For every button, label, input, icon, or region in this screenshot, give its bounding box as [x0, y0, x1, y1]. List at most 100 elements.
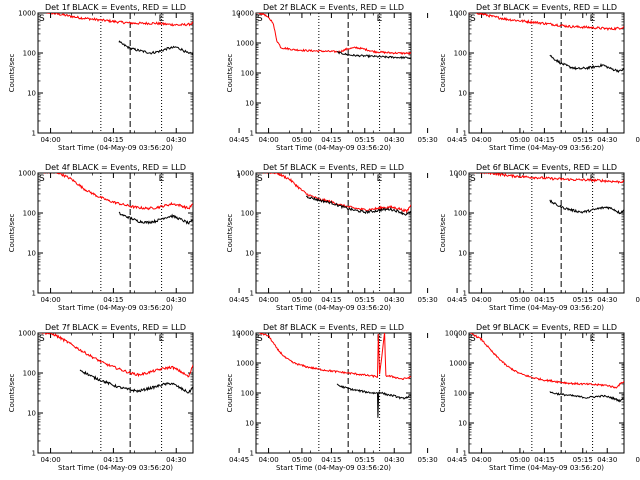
y-tick-label: 1000 [449, 360, 467, 368]
plot-frame [255, 172, 412, 294]
y-tick-label: 1 [32, 290, 36, 298]
y-tick-label: 100 [454, 50, 467, 58]
y-tick-label: 100 [23, 210, 36, 218]
lld-series-line [42, 13, 193, 27]
y-tick-label: 1 [250, 450, 254, 458]
chart-title: Det 7f BLACK = Events, RED = LLD [45, 323, 186, 332]
x-tick-label: 04:15 [321, 296, 341, 304]
plot-frame [468, 172, 625, 294]
x-tick-label: 05:15 [355, 136, 375, 144]
y-axis-label: Counts/sec [439, 214, 447, 253]
x-tick-label: 05:15 [573, 296, 593, 304]
events-series-line [79, 369, 193, 394]
lld-series-line [258, 173, 411, 214]
x-tick-label: 04:15 [534, 456, 554, 464]
y-axis-label: Counts/sec [8, 214, 16, 253]
x-tick-label: 04:30 [384, 296, 404, 304]
lld-series-line [472, 173, 624, 184]
start-marker-label: S [39, 14, 45, 24]
start-marker-label: S [257, 334, 263, 344]
y-tick-label: 1000 [236, 170, 254, 178]
y-axis-label: Counts/sec [8, 374, 16, 413]
x-tick-label: 04:15 [103, 136, 123, 144]
y-tick-label: 1 [32, 130, 36, 138]
chart-panel-6: 1 10 100 1000 04:00 04:15 04:30 04:45 05:00 05:15… [439, 163, 625, 312]
chart-panel-8: 1 10 100 1000 10000 04:00 04:15 04:30 04:45 05:00… [226, 323, 640, 472]
x-tick-label: 05:30 [418, 136, 438, 144]
x-tick-label: 05:00 [510, 296, 530, 304]
x-tick-label: 05:30 [636, 296, 640, 304]
y-axis-label: Counts/sec [8, 54, 16, 93]
y-tick-label: 100 [454, 390, 467, 398]
y-tick-label: 10 [458, 90, 467, 98]
x-tick-label: 04:30 [597, 136, 617, 144]
chart-title: Det 5f BLACK = Events, RED = LLD [263, 163, 404, 172]
x-tick-label: 04:45 [229, 136, 249, 144]
y-tick-label: 10000 [232, 330, 254, 338]
y-tick-label: 1 [463, 130, 467, 138]
plot-frame [37, 12, 194, 134]
y-axis-label: Counts/sec [226, 374, 234, 413]
x-tick-label: 04:00 [471, 456, 491, 464]
start-marker-label: S [470, 174, 476, 184]
y-tick-label: 1000 [449, 170, 467, 178]
x-tick-label: 04:30 [166, 296, 186, 304]
y-tick-label: 10000 [232, 10, 254, 18]
chart-panel-5: 1 10 100 1000 04:00 04:15 04:30 04:45 05:00 05:15… [226, 163, 640, 312]
y-tick-label: 100 [23, 370, 36, 378]
y-tick-label: 10000 [445, 330, 467, 338]
x-axis-label: Start Time (04-May-09 03:56:20) [489, 304, 604, 312]
chart-title: Det 6f BLACK = Events, RED = LLD [476, 163, 617, 172]
x-tick-label: 05:30 [418, 456, 438, 464]
start-marker-label: S [470, 334, 476, 344]
x-tick-label: 05:00 [292, 296, 312, 304]
x-tick-label: 04:30 [384, 136, 404, 144]
x-axis-label: Start Time (04-May-09 03:56:20) [276, 464, 391, 472]
lld-series-line [39, 333, 193, 378]
y-tick-label: 100 [241, 210, 254, 218]
x-tick-label: 04:30 [597, 456, 617, 464]
y-tick-label: 10 [245, 100, 254, 108]
start-marker-label: S [257, 14, 263, 24]
x-tick-label: 04:00 [471, 136, 491, 144]
lld-series-line [470, 333, 624, 389]
x-tick-label: 04:30 [166, 136, 186, 144]
chart-panel-9: 1 10 100 1000 10000 04:00 04:15 04:30 04:45 05:00… [439, 323, 625, 472]
chart-title: Det 9f BLACK = Events, RED = LLD [476, 323, 617, 332]
y-tick-label: 1 [250, 130, 254, 138]
x-tick-label: 04:45 [229, 296, 249, 304]
x-tick-label: 04:00 [258, 296, 278, 304]
y-tick-label: 10 [458, 420, 467, 428]
y-tick-label: 1 [463, 290, 467, 298]
x-axis-label: Start Time (04-May-09 03:56:20) [58, 464, 173, 472]
y-tick-label: 100 [241, 390, 254, 398]
x-tick-label: 04:45 [447, 296, 467, 304]
chart-panel-2: 1 10 100 1000 10000 04:00 04:15 04:30 04:45 05:00… [226, 3, 640, 152]
x-tick-label: 04:00 [40, 136, 60, 144]
start-marker-label: S [39, 174, 45, 184]
y-tick-label: 1 [250, 290, 254, 298]
y-axis-label: Counts/sec [226, 214, 234, 253]
y-axis-label: Counts/sec [226, 54, 234, 93]
x-tick-label: 05:15 [355, 296, 375, 304]
y-tick-label: 10 [245, 250, 254, 258]
x-tick-label: 05:15 [355, 456, 375, 464]
x-tick-label: 04:15 [321, 136, 341, 144]
y-tick-label: 10 [245, 420, 254, 428]
chart-title: Det 2f BLACK = Events, RED = LLD [263, 3, 404, 12]
x-tick-label: 05:00 [510, 456, 530, 464]
x-tick-label: 04:00 [258, 136, 278, 144]
events-series-line [549, 391, 624, 403]
x-tick-label: 04:15 [103, 296, 123, 304]
y-tick-label: 100 [23, 50, 36, 58]
x-tick-label: 04:30 [597, 296, 617, 304]
x-tick-label: 05:30 [636, 136, 640, 144]
lld-series-line [43, 173, 193, 211]
x-axis-label: Start Time (04-May-09 03:56:20) [58, 144, 173, 152]
events-series-line [118, 40, 193, 55]
chart-panel-7: 1 10 100 1000 04:00 04:15 04:30 04:45 05:00 05:15… [8, 323, 438, 472]
x-tick-label: 04:00 [40, 296, 60, 304]
x-tick-label: 04:15 [321, 456, 341, 464]
x-tick-label: 05:00 [510, 136, 530, 144]
events-series-line [336, 51, 411, 60]
